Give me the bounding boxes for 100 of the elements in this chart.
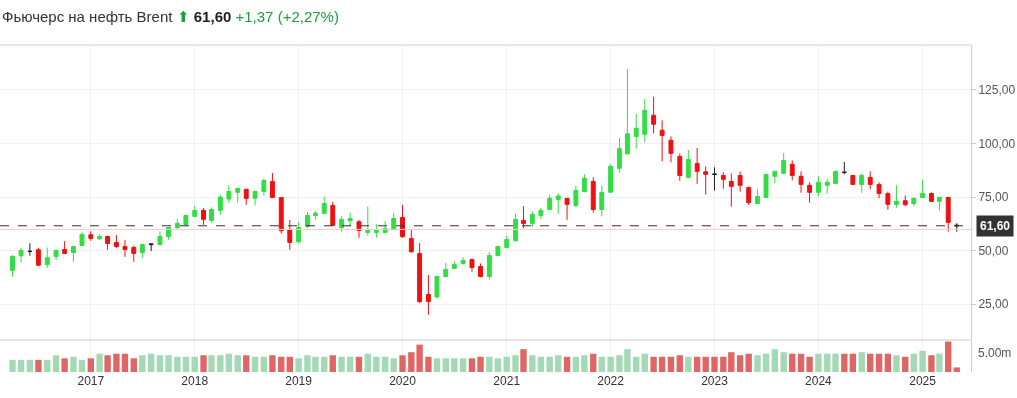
bar: [208, 355, 215, 372]
bar: [217, 355, 224, 372]
bar: [425, 356, 432, 372]
bar: [736, 355, 744, 372]
bar: [17, 359, 25, 372]
bar: [451, 358, 458, 372]
x-tick-label: 2022: [597, 374, 625, 388]
ref-line-label: 61,60: [980, 219, 1011, 233]
bar: [581, 355, 588, 372]
chart-title: Фьючерс на нефть Brent: [2, 8, 173, 25]
candlestick: [633, 113, 639, 150]
candlestick: [261, 178, 267, 197]
candlestick: [174, 218, 180, 230]
candlestick: [920, 179, 926, 199]
candlestick: [513, 213, 518, 242]
candlestick: [434, 276, 440, 300]
bar: [78, 359, 86, 372]
bar: [468, 358, 476, 372]
bar: [702, 356, 709, 372]
candlestick: [339, 215, 345, 233]
bar: [329, 355, 336, 372]
bar: [44, 359, 51, 372]
bar: [858, 352, 865, 372]
candlestick: [876, 181, 882, 199]
bar: [945, 341, 952, 372]
bar: [295, 358, 302, 372]
bar: [676, 355, 683, 372]
candlestick: [287, 219, 293, 251]
bar: [433, 358, 441, 372]
candlestick: [425, 274, 431, 316]
candlestick: [70, 245, 76, 263]
bar: [494, 358, 502, 372]
candlestick: [209, 206, 214, 224]
candlestick: [902, 194, 908, 207]
bar: [667, 356, 675, 372]
candlestick: [166, 226, 171, 241]
bar: [200, 355, 207, 372]
bar: [815, 353, 822, 372]
candlestick: [469, 258, 475, 273]
bar: [910, 353, 917, 372]
bar: [139, 355, 146, 372]
bar: [693, 356, 701, 372]
bar: [520, 349, 527, 372]
candlestick: [243, 188, 249, 206]
candlestick: [192, 205, 198, 218]
bar: [893, 355, 900, 372]
bar: [555, 355, 562, 372]
candlestick: [529, 210, 535, 228]
bar: [355, 356, 363, 372]
bar: [225, 353, 233, 372]
bar: [373, 356, 380, 372]
y-tick-label: 125,00: [978, 83, 1016, 98]
bar: [390, 358, 397, 372]
bar: [572, 356, 580, 372]
candlestick: [677, 152, 683, 182]
bar: [130, 358, 137, 372]
candlestick: [88, 230, 94, 242]
candlestick: [321, 196, 327, 215]
bar: [399, 355, 406, 372]
x-tick-label: 2018: [181, 374, 209, 388]
candlestick: [226, 184, 232, 204]
candlestick: [807, 181, 813, 204]
candlestick: [911, 197, 917, 207]
candlestick: [737, 170, 743, 193]
bar: [381, 356, 389, 372]
candlestick: [504, 234, 510, 249]
candlestick: [555, 192, 561, 215]
bar: [52, 355, 60, 372]
bar: [685, 356, 692, 372]
bar: [477, 356, 484, 372]
candlestick: [720, 171, 726, 190]
bar: [875, 353, 883, 372]
bar: [346, 356, 354, 372]
candlestick: [763, 173, 769, 199]
bar: [936, 353, 943, 372]
candlestick: [62, 240, 68, 255]
bar: [243, 355, 250, 372]
bar: [849, 353, 857, 372]
bar: [607, 356, 614, 372]
candlestick: [269, 172, 275, 199]
candlestick: [97, 233, 103, 241]
candlestick: [608, 163, 614, 193]
bar: [867, 353, 874, 372]
x-tick-label: 2023: [701, 374, 729, 388]
candlestick: [746, 186, 752, 206]
candlestick: [373, 223, 379, 239]
candlestick: [53, 249, 59, 261]
bar: [147, 353, 155, 372]
bar: [745, 353, 752, 372]
candlestick: [451, 260, 457, 270]
candlestick: [573, 185, 579, 208]
bar: [832, 353, 839, 372]
bar: [260, 356, 268, 372]
bar: [806, 356, 813, 372]
bar: [26, 359, 34, 372]
x-tick-label: 2017: [77, 374, 105, 388]
bar: [182, 356, 190, 372]
x-tick-label: 2025: [909, 374, 937, 388]
bar: [165, 355, 172, 372]
bar: [70, 356, 77, 372]
